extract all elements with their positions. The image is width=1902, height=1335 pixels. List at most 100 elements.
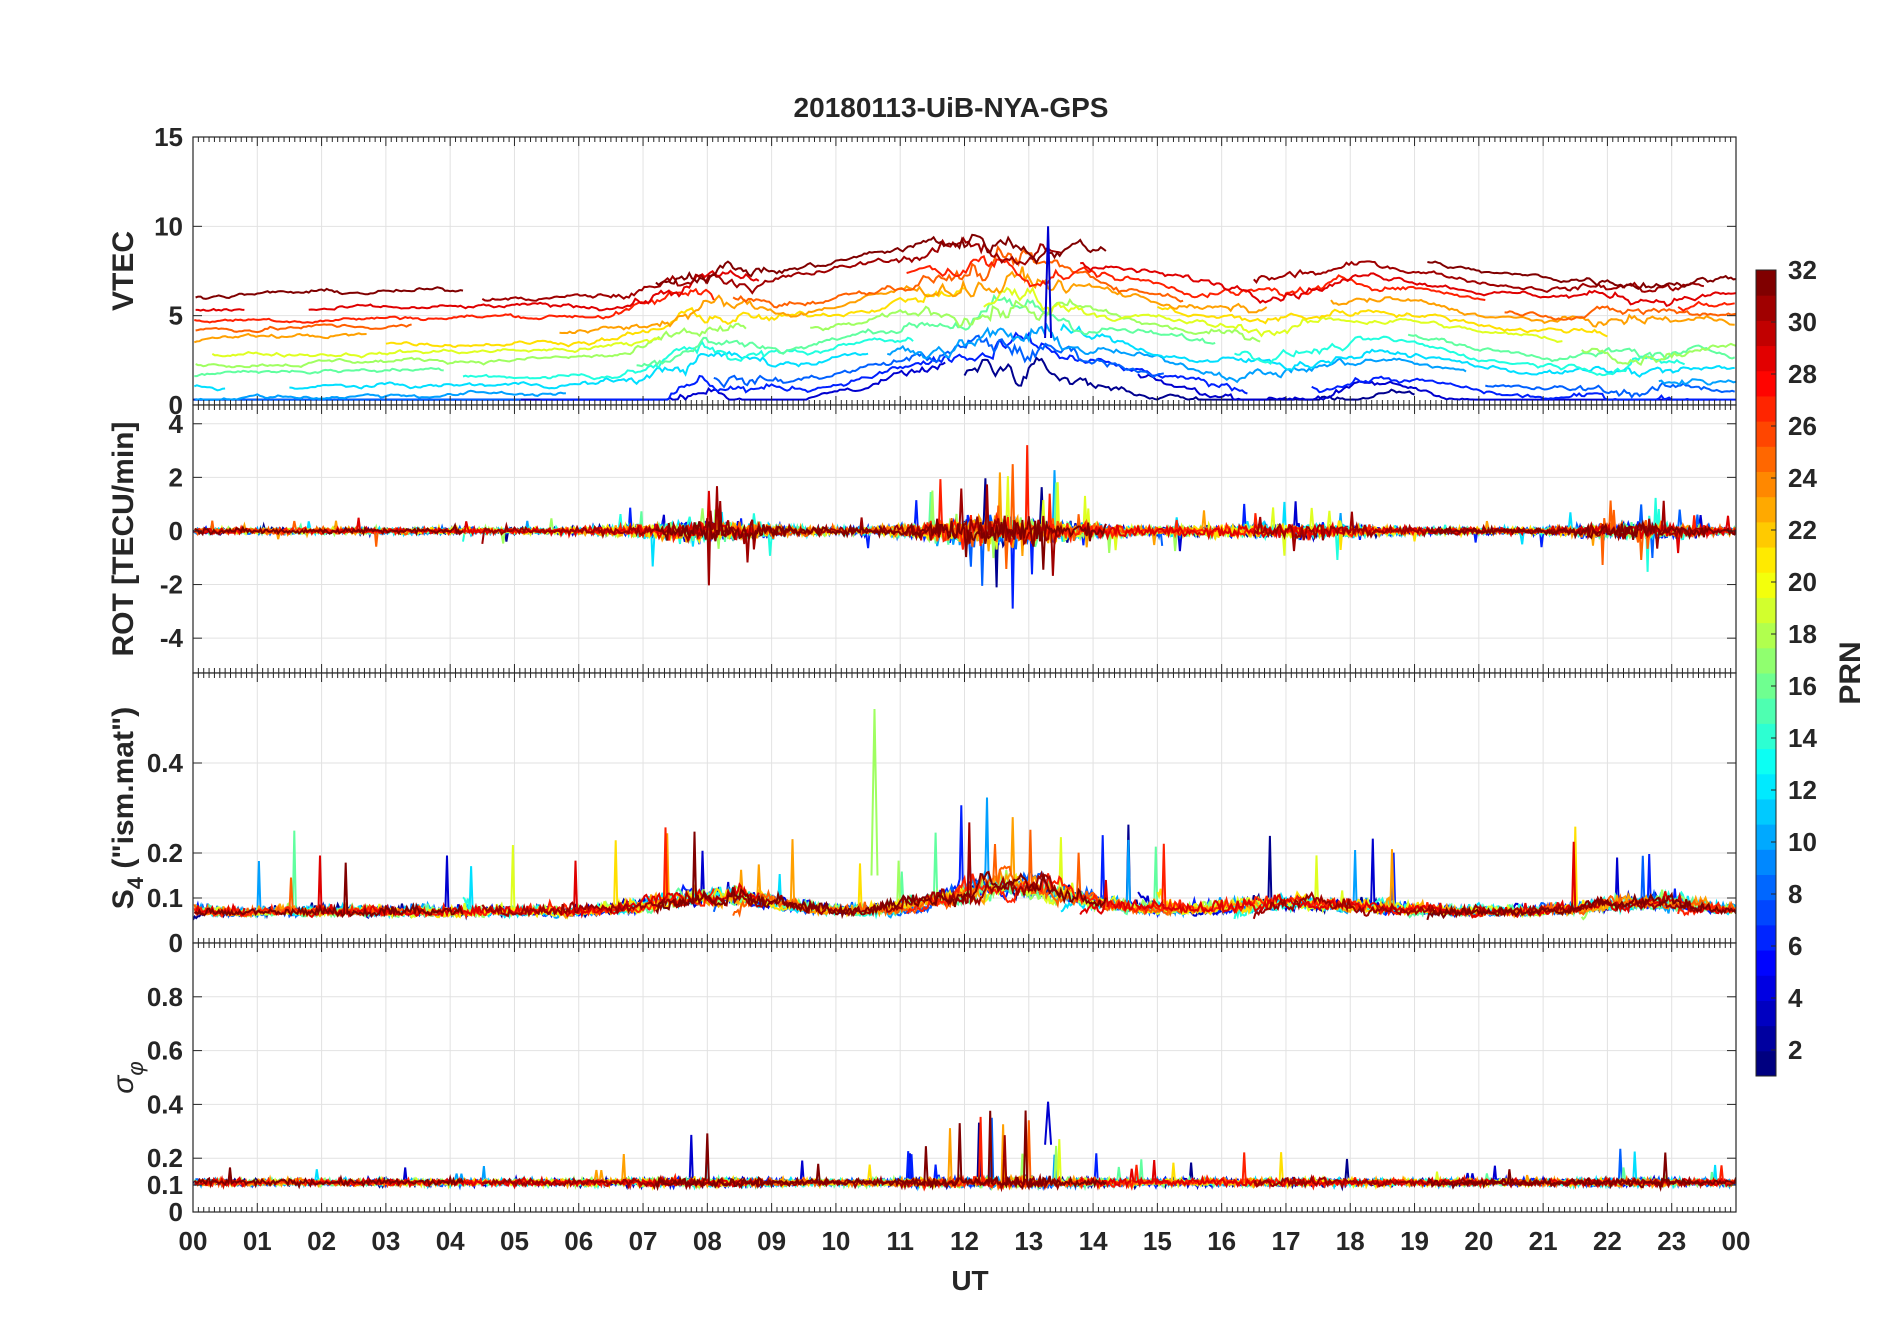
colorbar-segment [1756, 1025, 1776, 1052]
colorbar-segment [1756, 824, 1776, 850]
panel-traces [193, 445, 1736, 609]
series-line-prn-11 [289, 350, 869, 390]
y-tick-label: 0.6 [147, 1036, 183, 1066]
colorbar-segment [1756, 874, 1776, 901]
series-line-prn-1 [963, 356, 1415, 401]
series-line-prn-13 [1234, 335, 1685, 377]
colorbar-segment [1756, 597, 1776, 624]
colorbar-segment [1756, 345, 1776, 372]
colorbar-segment [1756, 975, 1776, 1001]
colorbar-label: PRN [1834, 641, 1867, 704]
x-tick-label: 15 [1143, 1226, 1172, 1256]
y-tick-label: 0.4 [147, 748, 184, 778]
colorbar-segment [1756, 622, 1776, 649]
y-tick-label: 2 [169, 462, 183, 492]
colorbar-segment [1756, 798, 1776, 825]
series-line-prn-7 [1485, 381, 1736, 399]
colorbar-segment [1756, 572, 1776, 598]
colorbar-segment [1756, 521, 1776, 548]
chart-title: 20180113-UiB-NYA-GPS [793, 92, 1109, 123]
colorbar-segment [1756, 270, 1776, 296]
series-line-prn-32 [655, 233, 1107, 287]
panel-sigma_phi: 00.10.2 0.4 0.6 0.8 σφ 00 01 02 03 04 05 06 07 08 09 10… [107, 942, 1751, 1256]
x-tick-label: 13 [1014, 1226, 1043, 1256]
x-tick-label: 04 [436, 1226, 465, 1256]
series-line-prn-15 [1407, 333, 1736, 363]
y-tick-label: 0.1 [147, 883, 183, 913]
y-tick-label: 0.4 [147, 1089, 184, 1119]
colorbar-tick-label: 4 [1788, 983, 1803, 1013]
colorbar-tick-label: 12 [1788, 775, 1817, 805]
series-line-prn-32 [1426, 891, 1736, 921]
y-tick-label: -2 [160, 570, 183, 600]
series-line-prn-17 [810, 297, 1261, 343]
x-ticks [192, 943, 1737, 1212]
colorbar-tick-label: 22 [1788, 515, 1817, 545]
x-tick-label: 01 [243, 1226, 272, 1256]
panel-traces [193, 1110, 1736, 1193]
series-line-prn-32 [655, 516, 1107, 570]
y-label-main: S [107, 889, 140, 909]
colorbar-tick-label: 2 [1788, 1035, 1802, 1065]
colorbar-segment [1756, 647, 1776, 674]
series-line-prn-19 [983, 286, 1563, 343]
y-tick-label: 0.1 [147, 1170, 183, 1200]
series-line-prn-17 [1581, 342, 1736, 367]
colorbar-segment [1756, 295, 1776, 321]
y-label-rest: ("ism.mat") [107, 707, 140, 877]
series-line-prn-29 [308, 269, 760, 312]
colorbar-tick-label: 18 [1788, 619, 1817, 649]
colorbar-segment [1756, 496, 1776, 523]
colorbar-segment [1756, 950, 1776, 976]
series-line-prn-23 [1330, 296, 1735, 328]
y-tick-label: 0.2 [147, 1143, 183, 1173]
colorbar-tick-label: 14 [1788, 723, 1817, 753]
colorbar-segment [1756, 395, 1776, 422]
y-axis-label-s4: S4 ("ism.mat") [107, 707, 148, 909]
x-ticks [192, 673, 1737, 943]
x-tick-label: 16 [1207, 1226, 1236, 1256]
series-line-prn-32 [1426, 1152, 1736, 1192]
series-line-prn-32 [1426, 519, 1736, 541]
x-tick-label: 20 [1464, 1226, 1493, 1256]
series-line-prn-32 [194, 522, 464, 537]
x-tick-label: 23 [1657, 1226, 1686, 1256]
colorbar-segment [1756, 1050, 1776, 1077]
colorbar-segment [1756, 723, 1776, 750]
colorbar-segment [1756, 320, 1776, 347]
series-line-prn-32 [655, 831, 1107, 920]
colorbar-segment [1756, 1000, 1776, 1027]
y-axis-label-rot: ROT [TECU/min] [107, 422, 140, 657]
x-tick-label: 00 [1722, 1226, 1751, 1256]
y-tick-label: 0.2 [147, 838, 183, 868]
y-tick-label: 0 [169, 928, 183, 958]
series-line-prn-23 [193, 332, 367, 344]
x-tick-label: 08 [693, 1226, 722, 1256]
series-peak-line [1044, 226, 1053, 339]
y-tick-label: 5 [169, 301, 183, 331]
series-line-prn-31 [481, 236, 1062, 302]
series-line-prn-9 [1658, 378, 1736, 386]
series-line-prn-13 [462, 336, 914, 381]
series-line-prn-32 [195, 286, 464, 300]
series-line-prn-15 [636, 293, 1216, 368]
series-line-prn-32 [194, 862, 464, 919]
y-axis-label-sigma_phi: σφ [107, 1061, 148, 1093]
series-line-prn-15 [194, 366, 444, 378]
colorbar-segment [1756, 698, 1776, 724]
colorbar-segment [1756, 899, 1776, 926]
y-axis-label-vtec: VTEC [107, 231, 140, 311]
series-peak-line [870, 708, 879, 876]
x-tick-label: 05 [500, 1226, 529, 1256]
x-tick-label: 11 [886, 1226, 914, 1256]
series-line-prn-31 [1252, 890, 1705, 920]
series-line-prn-29 [1080, 261, 1736, 307]
colorbar-tick-label: 30 [1788, 307, 1817, 337]
series-line-prn-21 [1156, 305, 1608, 338]
panel-traces [193, 797, 1736, 921]
x-tick-label: 21 [1529, 1226, 1558, 1256]
y-tick-label: 4 [169, 409, 184, 439]
series-line-prn-32 [654, 1110, 1107, 1191]
